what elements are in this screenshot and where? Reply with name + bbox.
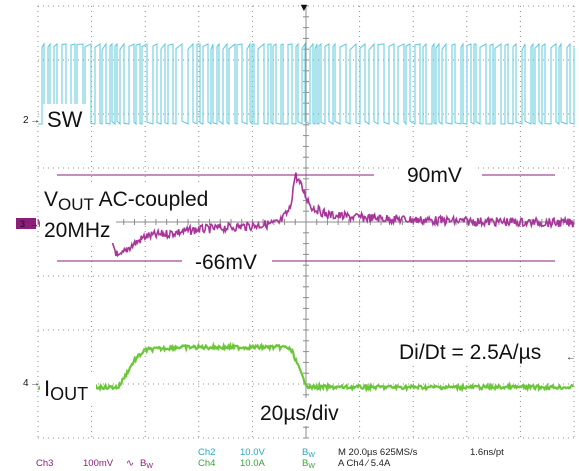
- ch3-ground-marker: 3 →: [16, 218, 39, 229]
- ch2-ground-marker: 2 →: [23, 115, 40, 126]
- svg-text:→: →: [30, 378, 40, 389]
- vout-bandwidth-label: 20MHz: [44, 219, 111, 242]
- status-footer: Ch3 100mV ∿ BW Ch2 10.0V BW Ch4 10.0A BW…: [36, 447, 504, 470]
- didt-annotation: Di/Dt = 2.5A/µs: [399, 341, 541, 364]
- iout-trace: [37, 341, 574, 394]
- trigger-settings: A Ch4 ⁄ 5.4A: [338, 458, 391, 469]
- sw-trace: [38, 42, 575, 126]
- ch4-label: Ch4: [198, 458, 215, 469]
- trigger-position-icon: ▼: [299, 2, 310, 14]
- ch3-scale: 100mV: [83, 458, 114, 469]
- sw-label: SW: [47, 107, 83, 132]
- ch2-scale: 10.0V: [240, 447, 265, 458]
- trigger-level-icon: ←: [566, 352, 576, 363]
- ch3-bw-limit: BW: [140, 458, 153, 470]
- horizontal-settings: M 20.0µs 625MS/s: [338, 447, 418, 458]
- ch4-bw-limit: BW: [302, 458, 315, 470]
- svg-text:→: →: [30, 115, 40, 126]
- svg-text:4: 4: [23, 378, 29, 389]
- ch4-scale: 10.0A: [240, 458, 265, 469]
- ch3-ac-coupling-icon: ∿: [126, 458, 134, 469]
- ch2-label: Ch2: [198, 447, 215, 458]
- vout-trace: [37, 172, 575, 258]
- svg-text:2: 2: [23, 115, 29, 126]
- sample-interval: 1.6ns/pt: [470, 447, 504, 458]
- ch3-label: Ch3: [36, 458, 53, 469]
- vout-label: VOUT AC-coupled: [44, 188, 208, 214]
- timebase-annotation: 20µs/div: [260, 402, 339, 425]
- ch2-bw-limit: BW: [302, 447, 315, 459]
- vout-peak-annotation: 90mV: [407, 164, 462, 187]
- svg-text:→: →: [30, 219, 39, 229]
- vout-dip-annotation: -66mV: [195, 251, 257, 274]
- iout-label: IOUT: [44, 376, 88, 404]
- svg-text:3: 3: [20, 219, 25, 229]
- ch4-ground-marker: 4 →: [23, 378, 40, 389]
